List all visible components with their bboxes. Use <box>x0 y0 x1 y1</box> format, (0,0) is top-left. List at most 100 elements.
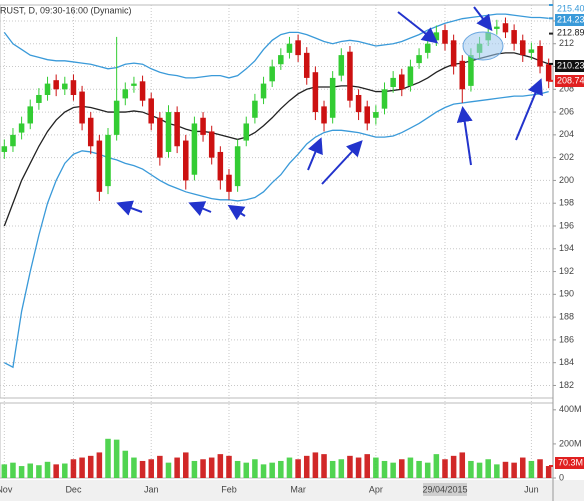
x-tick-label: 29/04/2015 <box>422 484 467 494</box>
arrow <box>473 6 493 32</box>
arrow <box>456 106 473 166</box>
volume-bar <box>494 464 500 478</box>
volume-bar <box>476 462 483 478</box>
volume-tick-label: 200M <box>559 438 582 448</box>
arrow <box>116 200 143 216</box>
volume-bar <box>217 454 224 478</box>
volume-bar <box>329 460 336 478</box>
candle-body <box>511 30 517 44</box>
arrow <box>227 204 246 221</box>
y-tick-label: 192 <box>559 266 574 276</box>
x-tick-label: Apr <box>369 484 383 494</box>
volume-bar <box>260 464 267 478</box>
volume-bar <box>364 454 370 478</box>
volume-bar <box>416 460 422 478</box>
last-value-label: 212.89 <box>557 27 584 37</box>
arrow <box>321 140 363 185</box>
volume-bar <box>537 459 543 478</box>
volume-bar <box>174 457 180 478</box>
y-tick-label: 184 <box>559 357 574 367</box>
x-tick-label: Jan <box>144 484 159 494</box>
volume-bar <box>62 463 68 478</box>
last-value-label: 215.40 <box>557 3 584 13</box>
volume-bar <box>502 461 509 478</box>
y-tick-label: 198 <box>559 198 574 208</box>
volume-bar <box>10 462 16 478</box>
candle-body <box>234 146 241 187</box>
x-tick-label: Dec <box>65 484 82 494</box>
y-tick-label: 190 <box>559 289 574 299</box>
volume-bar <box>200 459 206 478</box>
volume-bar <box>139 460 146 478</box>
volume-bar <box>44 461 51 478</box>
y-tick-label: 200 <box>559 175 574 185</box>
volume-bar <box>545 466 552 478</box>
volume-bar <box>183 452 189 478</box>
last-value-box <box>555 3 584 15</box>
volume-bar <box>191 460 198 478</box>
last-value-label: 214.23 <box>557 14 584 24</box>
volume-bar <box>234 460 241 478</box>
arrow <box>307 137 323 171</box>
volume-bar <box>485 459 491 478</box>
candle-body <box>494 26 500 29</box>
arrow <box>397 11 439 44</box>
candle-body <box>191 123 198 175</box>
candle-body <box>502 23 509 33</box>
x-tick-label: Nov <box>0 484 13 494</box>
candle-body <box>252 100 258 118</box>
candle-body <box>321 106 327 124</box>
last-value-box <box>555 27 584 39</box>
candle-body <box>113 100 120 135</box>
y-tick-label: 196 <box>559 220 574 230</box>
candle-body <box>18 123 25 133</box>
y-tick-label: 204 <box>559 129 574 139</box>
candle-body <box>122 89 129 99</box>
candle-body <box>139 81 146 101</box>
candle-body <box>260 83 267 99</box>
volume-bar <box>27 463 34 478</box>
arrow <box>515 78 543 141</box>
y-tick-label: 206 <box>559 106 574 116</box>
volume-bar <box>519 457 526 478</box>
candle-body <box>519 40 526 56</box>
candle-body <box>278 55 284 65</box>
candle-body <box>62 83 68 90</box>
candle-body <box>243 123 250 141</box>
volume-bar <box>399 459 405 478</box>
candle-body <box>87 117 94 147</box>
volume-bar <box>321 454 327 478</box>
last-value-box <box>555 75 584 87</box>
volume-bar <box>208 457 215 478</box>
candle-body <box>347 51 353 101</box>
volume-tick-label: 0 <box>559 472 564 482</box>
candle-body <box>442 30 448 44</box>
last-value-box <box>555 60 584 72</box>
last-volume-label: 70.3M <box>558 457 583 467</box>
volume-bar <box>79 457 85 478</box>
candle-body <box>545 64 552 82</box>
volume-bar <box>252 459 258 478</box>
y-tick-label: 194 <box>559 243 574 253</box>
candle-body <box>226 174 232 192</box>
last-value-label: 210.23 <box>557 60 584 70</box>
candle-body <box>355 94 362 113</box>
volume-bar <box>269 462 275 478</box>
last-value-label: 208.74 <box>557 75 584 85</box>
candle-body <box>416 55 422 64</box>
candle-body <box>10 134 16 147</box>
candle-body <box>157 117 163 158</box>
volume-bar <box>165 462 172 478</box>
arrow <box>188 201 212 217</box>
band-line <box>4 90 549 369</box>
volume-bar <box>87 455 94 478</box>
candle-body <box>174 112 180 147</box>
chart-title: RUST, D, 09:30-16:00 (Dynamic) <box>0 5 132 15</box>
volume-bar <box>286 457 293 478</box>
y-tick-label: 182 <box>559 380 574 390</box>
candle-body <box>96 140 103 192</box>
volume-bar <box>468 460 474 478</box>
candle-body <box>217 151 224 181</box>
